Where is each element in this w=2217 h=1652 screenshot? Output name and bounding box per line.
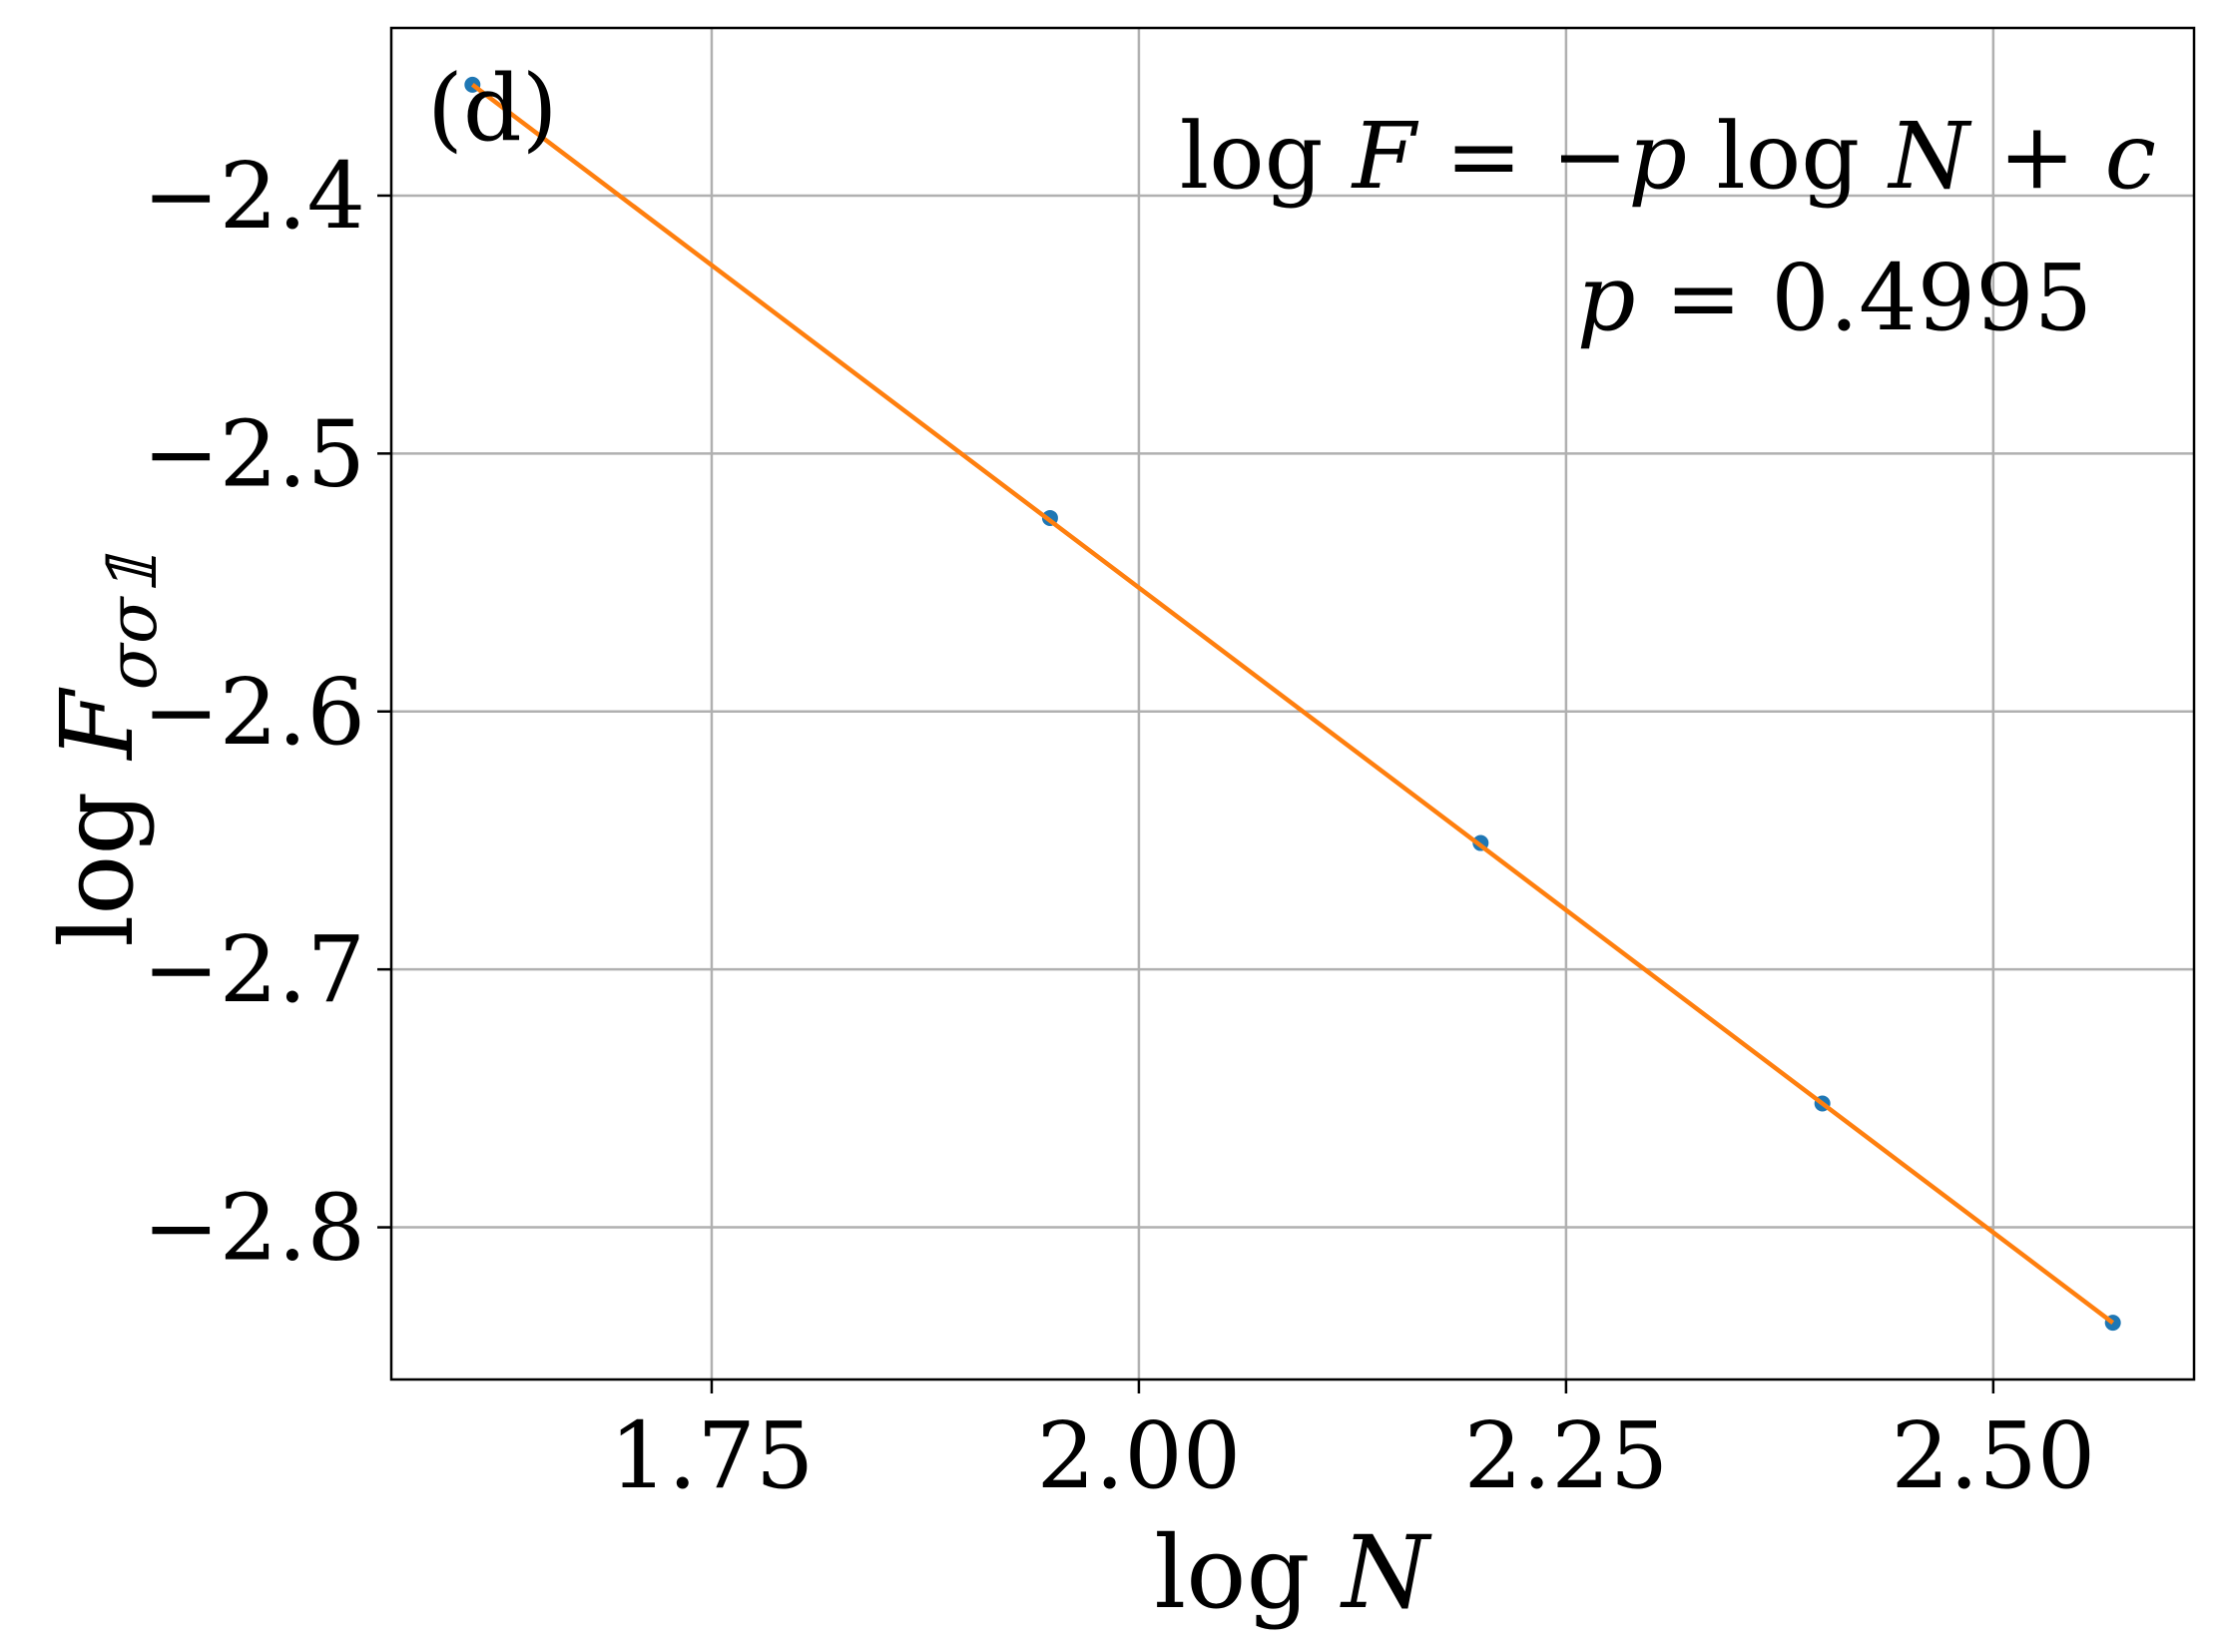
fit-equation: log F = −p log N + c — [1180, 103, 2156, 210]
y-axis-label: log Fσσ𝟙 — [39, 550, 173, 947]
y-tick-label: −2.4 — [143, 143, 365, 250]
plot-frame — [389, 26, 2196, 1381]
grid — [391, 28, 2194, 1379]
y-label-log: log — [39, 792, 156, 947]
ticks: 1.75 2.00 2.25 2.50 −2.4 −2.5 −2.6 −2.7 −2.8 — [143, 143, 2096, 1509]
y-tick-label: −2.8 — [143, 1175, 365, 1282]
x-tick-label: 1.75 — [610, 1402, 815, 1509]
plot-data — [464, 76, 2121, 1332]
y-label-var: F — [39, 687, 156, 762]
panel-label: (d) — [427, 55, 558, 162]
exp-value: = 0.4995 — [1636, 245, 2092, 351]
eq-plus: + — [1969, 103, 2105, 210]
fit-line — [470, 83, 2115, 1325]
x-tick-label: 2.25 — [1463, 1402, 1668, 1509]
y-label-sub: σσ𝟙 — [94, 550, 173, 690]
x-label-var: N — [1340, 1514, 1432, 1631]
exp-var-p: p — [1577, 245, 1636, 351]
eq-var-c: c — [2104, 103, 2156, 210]
y-tick-label: −2.5 — [143, 400, 365, 507]
eq-equals-minus: = − — [1416, 103, 1629, 210]
fit-exponent: p = 0.4995 — [1577, 245, 2092, 351]
eq-log-2: log — [1687, 103, 1860, 210]
y-tick-label: −2.6 — [143, 659, 365, 766]
x-axis-label: log N — [1154, 1514, 1432, 1631]
x-label-log: log — [1154, 1514, 1310, 1631]
eq-var-f: F — [1351, 103, 1419, 210]
eq-log-1: log — [1180, 103, 1324, 210]
eq-var-p: p — [1628, 103, 1687, 210]
x-tick-label: 2.50 — [1891, 1402, 2095, 1509]
y-tick-label: −2.7 — [143, 916, 365, 1023]
x-tick-label: 2.00 — [1037, 1402, 1242, 1509]
eq-var-n: N — [1887, 103, 1972, 210]
